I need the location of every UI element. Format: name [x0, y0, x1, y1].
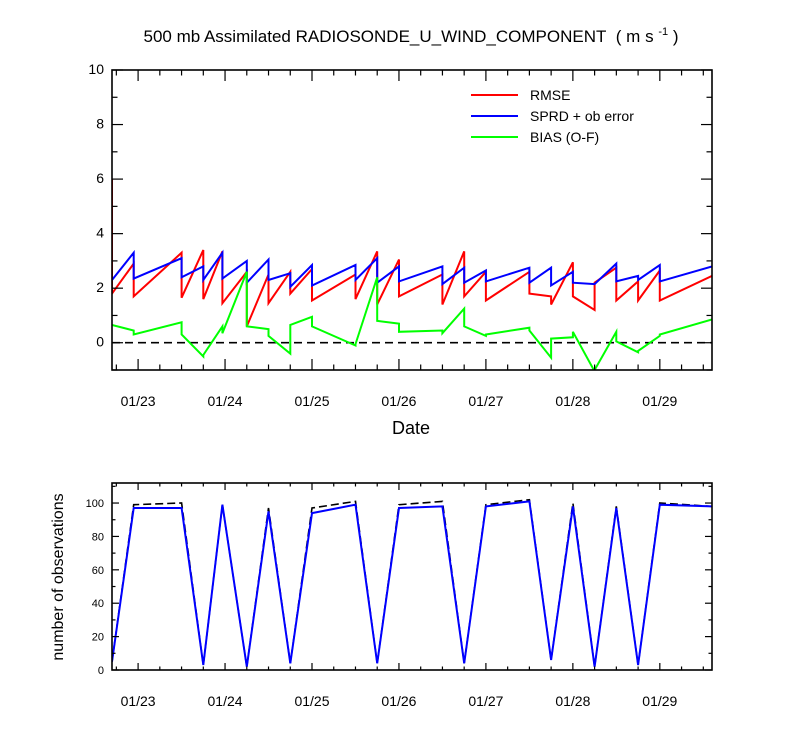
bottom-panel: 0 20 40 60 80 100 01/23 01/24 01/25 01/26 01/27 01/…	[86, 482, 713, 709]
x-axis-label: Date	[392, 418, 430, 438]
x-tick-label: 01/26	[381, 393, 416, 409]
y-tick-label: 40	[92, 598, 104, 610]
x-tick-label: 01/23	[121, 693, 156, 709]
x-tick-label: 01/27	[468, 393, 503, 409]
series-line-sprd-ob-error	[112, 249, 712, 290]
legend-label: SPRD + ob error	[530, 108, 634, 124]
x-tick-label: 01/25	[294, 693, 329, 709]
x-tick-label: 01/29	[642, 693, 677, 709]
y-tick-label: 80	[92, 531, 104, 543]
y-tick-label: 0	[96, 334, 104, 350]
series-line-bias-o-f-	[112, 271, 712, 370]
legend: RMSE SPRD + ob error BIAS (O-F)	[471, 87, 634, 145]
y-tick-label: 4	[96, 225, 104, 241]
y-tick-label: 10	[88, 61, 104, 77]
chart-title-units-close: )	[673, 27, 679, 46]
y-tick-label: 0	[98, 665, 104, 677]
plot-area	[112, 179, 712, 370]
y-tick-label: 60	[92, 565, 104, 577]
x-tick-label: 01/25	[294, 393, 329, 409]
top-panel: 0 2 4 6 8 10 01/23 01/24 01/25 01/26 01/27 01/28 01/…	[88, 61, 713, 409]
plot-area	[112, 498, 712, 667]
top-axes-layer: 0 2 4 6 8 10 01/23 01/24 01/25 01/26 01/27 01/28 01/…	[88, 61, 713, 409]
y-tick-label: 2	[96, 279, 104, 295]
chart-title-units-sup: -1	[658, 26, 668, 38]
bottom-axes-layer: 0 20 40 60 80 100 01/23 01/24 01/25 01/26 01/27 01/…	[86, 482, 713, 709]
y-tick-label: 20	[92, 632, 104, 644]
plot-frame	[111, 69, 713, 371]
plot-frame	[111, 482, 713, 671]
chart-title-main: 500 mb Assimilated RADIOSONDE_U_WIND_COM…	[143, 27, 606, 46]
chart-title-units: ( m s	[616, 27, 654, 46]
x-tick-label: 01/23	[121, 393, 156, 409]
legend-label: BIAS (O-F)	[530, 129, 599, 145]
x-tick-label: 01/28	[555, 393, 590, 409]
series-line-total	[112, 498, 712, 667]
y-axis-label-observations: number of observations	[50, 493, 67, 660]
x-tick-label: 01/26	[381, 693, 416, 709]
legend-label: RMSE	[530, 87, 570, 103]
y-tick-label: 100	[86, 498, 104, 510]
x-tick-label: 01/24	[208, 693, 243, 709]
chart-title: 500 mb Assimilated RADIOSONDE_U_WIND_COM…	[143, 20, 678, 46]
series-line-rmse	[112, 179, 712, 327]
x-tick-label: 01/24	[208, 393, 243, 409]
x-tick-label: 01/28	[555, 693, 590, 709]
x-tick-label: 01/27	[468, 693, 503, 709]
x-tick-label: 01/29	[642, 393, 677, 409]
y-tick-label: 6	[96, 170, 104, 186]
top-series-layer	[112, 179, 712, 370]
series-line-assimilated	[112, 500, 712, 667]
y-tick-label: 8	[96, 116, 104, 132]
bottom-series-layer	[112, 498, 712, 667]
